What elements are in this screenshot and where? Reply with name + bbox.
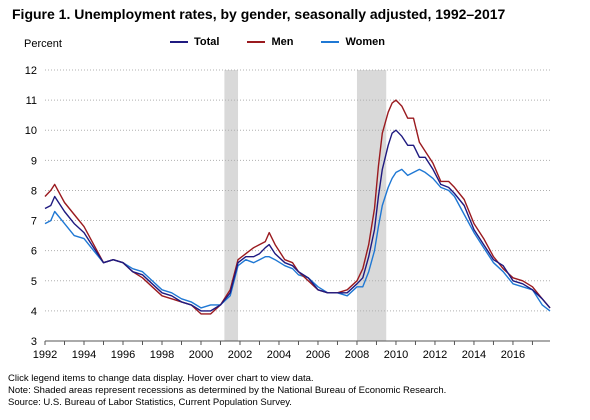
y-tick-label-8: 8 [31, 185, 37, 197]
recession-band-1 [356, 70, 387, 341]
x-tick-label-2004: 2004 [267, 349, 291, 361]
x-tick-label-2010: 2010 [384, 349, 408, 361]
y-tick-label-11: 11 [26, 95, 37, 107]
x-tick-label-2006: 2006 [306, 349, 330, 361]
y-tick-label-4: 4 [31, 306, 37, 318]
recession-note: Note: Shaded areas represent recessions … [8, 385, 447, 396]
series-line-men[interactable] [44, 99, 551, 315]
y-tick-label-12: 12 [25, 65, 37, 77]
legend-item-women[interactable]: Women [321, 36, 385, 48]
axes: 3 4 5 6 7 8 9 10 11 12 1992 1994 1996 1998 2000 2002 200… [25, 65, 550, 361]
x-tick-label-2014: 2014 [462, 349, 486, 361]
legend-swatch-total [170, 41, 188, 43]
chart[interactable]: 3 4 5 6 7 8 9 10 11 12 1992 1994 1996 1998 2000 2002 200… [0, 0, 590, 372]
gridlines [45, 69, 550, 312]
legend-swatch-men [247, 41, 266, 43]
x-tick-label-1992: 1992 [33, 349, 57, 361]
series-lines[interactable] [44, 99, 551, 315]
y-tick-label-6: 6 [31, 246, 37, 258]
y-tick-label-3: 3 [31, 336, 37, 348]
x-tick-label-1994: 1994 [72, 349, 96, 361]
y-tick-label-10: 10 [25, 125, 37, 137]
x-tick-label-1998: 1998 [150, 349, 174, 361]
legend-label-men: Men [271, 36, 294, 48]
y-tick-label-5: 5 [31, 276, 37, 288]
y-tick-label-9: 9 [31, 155, 37, 167]
chart-title: Figure 1. Unemployment rates, by gender,… [12, 6, 506, 22]
x-tick-label-1996: 1996 [111, 349, 135, 361]
recession-shading [224, 70, 387, 341]
x-tick-label-2000: 2000 [189, 349, 213, 361]
chart-notes: Click legend items to change data displa… [8, 373, 446, 409]
series-line-total[interactable] [44, 129, 551, 312]
series-line-women[interactable] [44, 168, 551, 312]
legend-item-men[interactable]: Men [247, 36, 293, 48]
x-tick-label-2012: 2012 [423, 349, 447, 361]
legend-label-total: Total [194, 36, 220, 48]
x-tick-label-2002: 2002 [228, 349, 252, 361]
legend-swatch-women [321, 41, 340, 43]
x-tick-label-2008: 2008 [345, 349, 369, 361]
interaction-note: Click legend items to change data displa… [8, 373, 314, 384]
legend-label-women: Women [345, 36, 385, 48]
y-tick-label-7: 7 [31, 216, 37, 228]
legend[interactable]: Total Men Women [170, 36, 385, 48]
x-tick-label-2016: 2016 [501, 349, 525, 361]
source-note: Source: U.S. Bureau of Labor Statistics,… [8, 397, 292, 408]
recession-band-0 [224, 70, 239, 341]
legend-item-total[interactable]: Total [170, 36, 219, 48]
y-axis-label: Percent [24, 38, 62, 50]
